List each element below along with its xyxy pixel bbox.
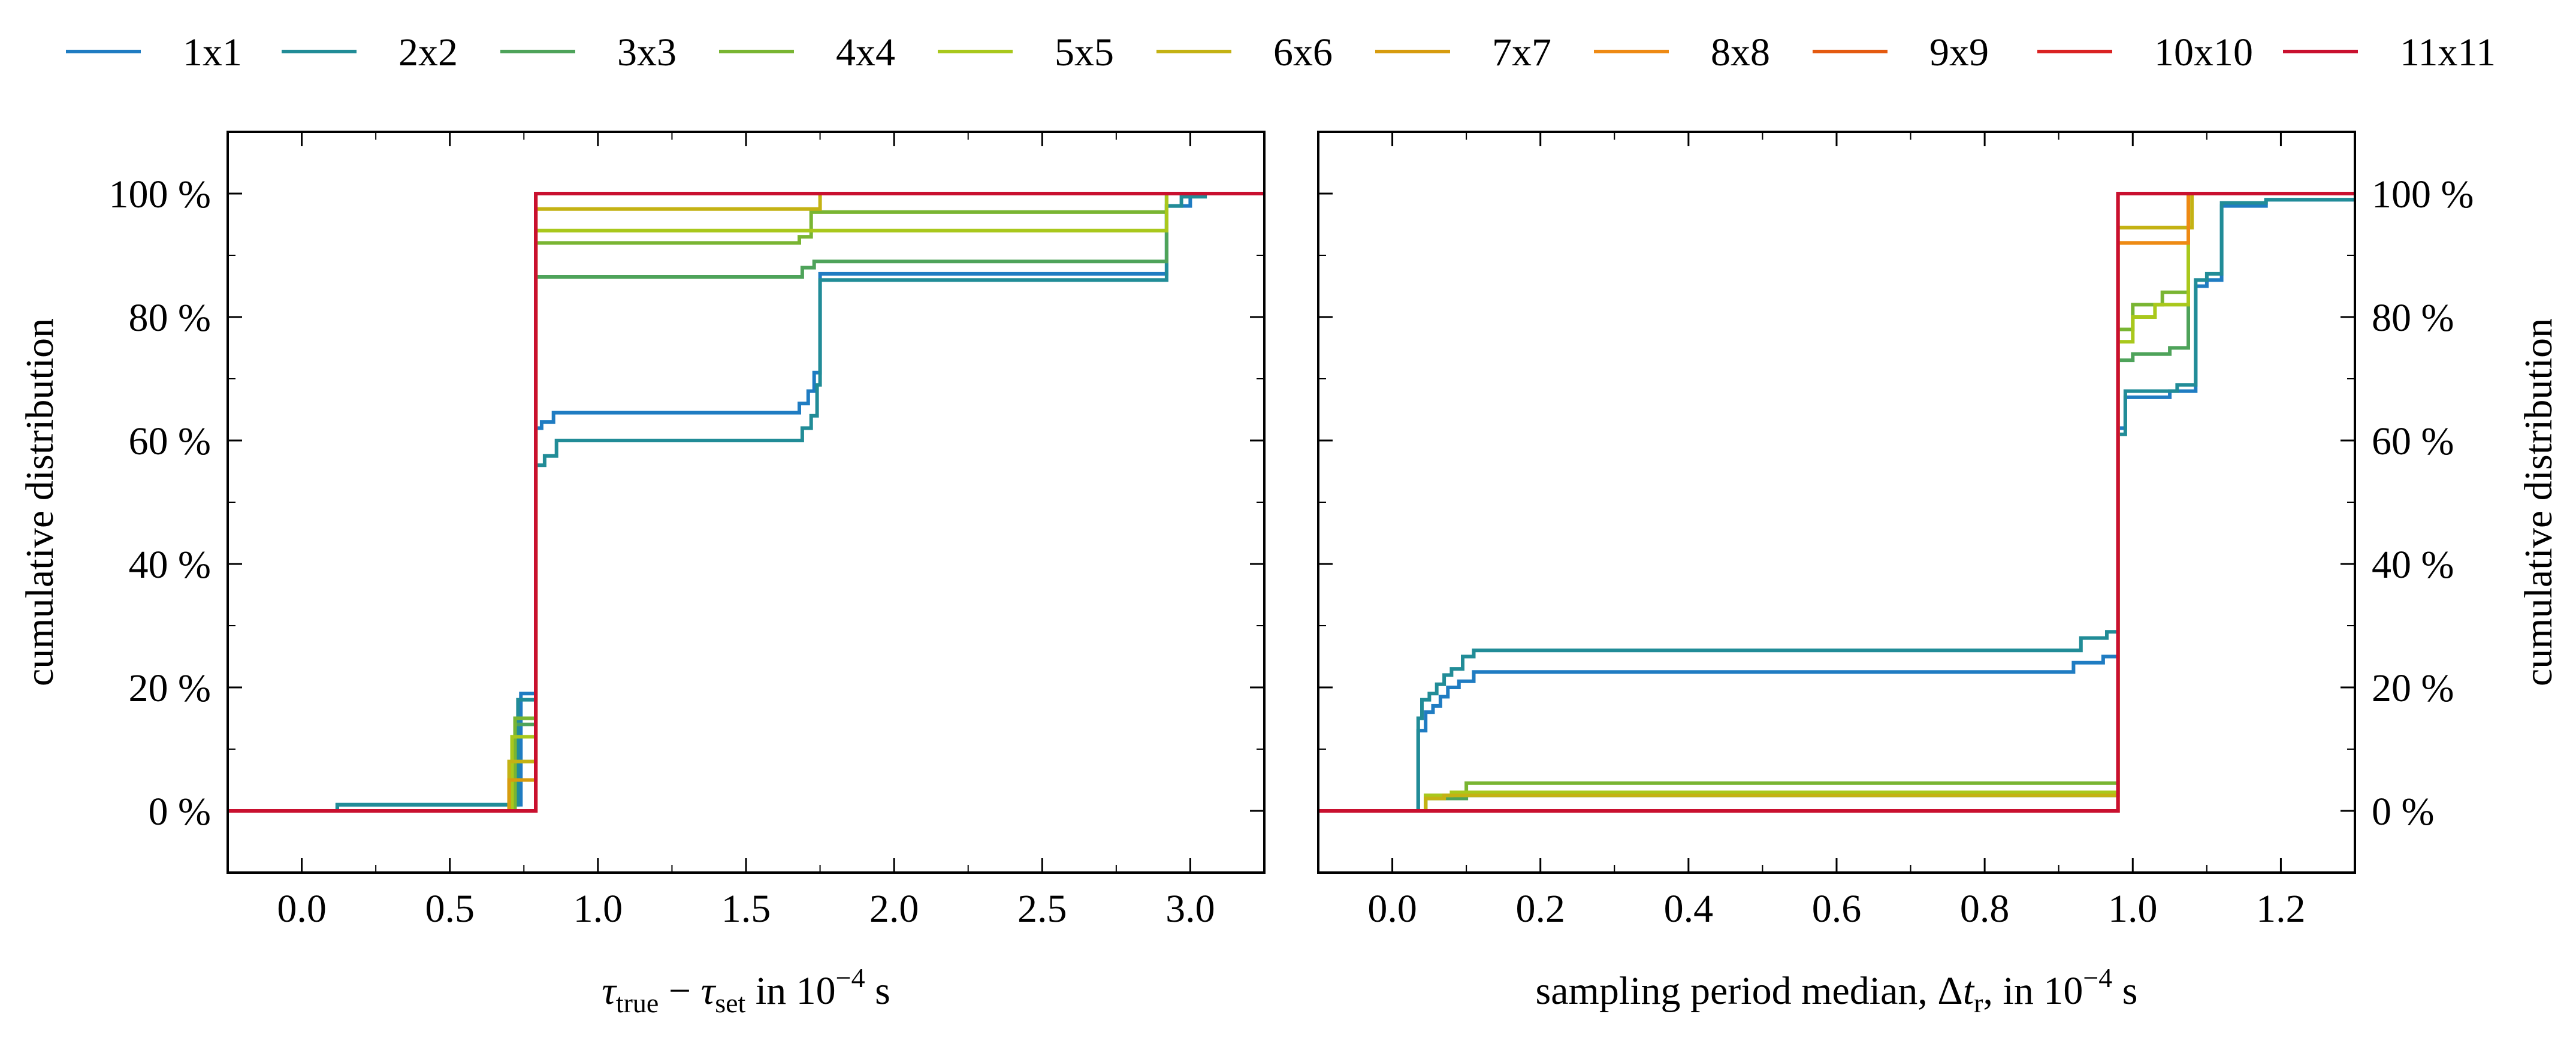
- legend-label-11x11: 11x11: [2400, 31, 2496, 74]
- legend-entry-2x2: 2x2: [282, 31, 458, 74]
- legend-label-4x4: 4x4: [836, 31, 895, 74]
- left-x-tick-label: 0.0: [277, 887, 327, 931]
- right-series-2x2: [1318, 198, 2355, 813]
- right-y-tick-label: 20 %: [2372, 666, 2454, 710]
- right-x-unit: s: [2112, 969, 2137, 1013]
- legend-entry-8x8: 8x8: [1594, 31, 1770, 74]
- left-chart: 0.0 0.5 1.0 1.5 2.0 2.5 3.0 0 % 20 % 40 % 60 % 80 %…: [18, 131, 1266, 1018]
- left-x-tick-label: 1.5: [721, 887, 771, 931]
- left-chart-series: [228, 192, 1264, 813]
- legend-entry-6x6: 6x6: [1156, 31, 1333, 74]
- left-series-11x11: [228, 192, 1264, 813]
- right-chart-frame: [1317, 131, 2356, 874]
- left-y-tick-label: 100 %: [109, 173, 211, 216]
- right-x-tick-label: 0.0: [1367, 887, 1417, 931]
- left-x-tick-label: 0.5: [425, 887, 475, 931]
- legend-label-5x5: 5x5: [1055, 31, 1114, 74]
- right-y-tick-label: 40 %: [2372, 543, 2454, 587]
- left-series-8x8: [228, 192, 1264, 813]
- legend-label-10x10: 10x10: [2154, 31, 2253, 74]
- legend-label-1x1: 1x1: [183, 31, 242, 74]
- legend-entry-10x10: 10x10: [2037, 31, 2253, 74]
- right-chart: 0.0 0.2 0.4 0.6 0.8 1.0 1.2 0 % 20 % 40 % 60 % 80 %…: [1317, 131, 2560, 1018]
- left-x-in: in 10: [745, 969, 835, 1013]
- left-series-1x1: [228, 192, 1264, 813]
- left-x-axis-label: τtrue − τset in 10−4 s: [602, 962, 890, 1018]
- right-x-tick-label: 0.4: [1664, 887, 1714, 931]
- left-series-10x10: [228, 192, 1264, 813]
- legend-label-8x8: 8x8: [1711, 31, 1770, 74]
- right-x-tick-label: 1.0: [2108, 887, 2158, 931]
- legend-entry-4x4: 4x4: [719, 31, 895, 74]
- right-series-5x5: [1318, 192, 2355, 813]
- left-chart-tick-labels: 0.0 0.5 1.0 1.5 2.0 2.5 3.0 0 % 20 % 40 % 60 % 80 %…: [109, 173, 1215, 931]
- legend: 1x1 2x2 3x3 4x4 5x5 6x6 7x7 8x8 9x9 10x10 11x11: [66, 31, 2496, 74]
- right-x-axis-label: sampling period median, Δtr, in 10−4 s: [1536, 962, 2138, 1018]
- right-chart-ticks: [1318, 132, 2355, 873]
- left-x-sub-set: set: [715, 988, 745, 1018]
- right-chart-series: [1318, 192, 2355, 813]
- left-series-2x2: [228, 192, 1264, 813]
- right-y-tick-label: 0 %: [2372, 790, 2434, 834]
- right-y-tick-label: 100 %: [2372, 173, 2474, 216]
- left-series-9x9: [228, 192, 1264, 813]
- legend-entry-7x7: 7x7: [1375, 31, 1551, 74]
- right-y-axis-label: cumulative distribution: [2517, 318, 2560, 686]
- left-x-tick-label: 2.5: [1017, 887, 1067, 931]
- right-x-sub-r: r: [1974, 988, 1983, 1018]
- legend-label-7x7: 7x7: [1492, 31, 1551, 74]
- left-x-tick-label: 2.0: [869, 887, 919, 931]
- right-series-6x6: [1318, 192, 2355, 813]
- legend-label-2x2: 2x2: [398, 31, 458, 74]
- legend-entry-11x11: 11x11: [2283, 31, 2496, 74]
- left-series-3x3: [228, 192, 1264, 813]
- right-x-prefix: sampling period median, Δ: [1536, 969, 1963, 1013]
- left-y-tick-label: 0 %: [149, 790, 211, 834]
- legend-entry-3x3: 3x3: [500, 31, 677, 74]
- right-x-t: t: [1963, 969, 1975, 1013]
- legend-label-9x9: 9x9: [1929, 31, 1989, 74]
- left-y-axis-label: cumulative distribution: [18, 318, 62, 686]
- left-x-tick-label: 3.0: [1165, 887, 1215, 931]
- left-y-tick-label: 40 %: [129, 543, 211, 587]
- left-x-tick-label: 1.0: [573, 887, 623, 931]
- legend-label-6x6: 6x6: [1273, 31, 1333, 74]
- right-series-1x1: [1318, 198, 2355, 813]
- left-x-sub-true: true: [616, 988, 659, 1018]
- left-x-unit: s: [865, 969, 890, 1013]
- left-chart-frame: [227, 131, 1266, 874]
- left-y-tick-label: 80 %: [129, 296, 211, 340]
- left-y-tick-label: 20 %: [129, 666, 211, 710]
- left-y-tick-label: 60 %: [129, 420, 211, 463]
- left-x-minus: −: [659, 969, 700, 1013]
- left-x-tau-2: τ: [701, 969, 717, 1013]
- left-series-4x4: [228, 192, 1264, 813]
- legend-entry-1x1: 1x1: [66, 31, 242, 74]
- right-x-exp: −4: [2083, 962, 2112, 993]
- right-series-11x11: [1318, 192, 2355, 813]
- right-x-tick-label: 0.2: [1515, 887, 1565, 931]
- legend-entry-5x5: 5x5: [938, 31, 1114, 74]
- right-x-tick-label: 1.2: [2256, 887, 2306, 931]
- right-y-tick-label: 60 %: [2372, 420, 2454, 463]
- right-x-tick-label: 0.6: [1812, 887, 1862, 931]
- left-x-tau-1: τ: [602, 969, 617, 1013]
- right-y-tick-label: 80 %: [2372, 296, 2454, 340]
- legend-label-3x3: 3x3: [617, 31, 677, 74]
- left-series-7x7: [228, 192, 1264, 813]
- left-x-exp: −4: [836, 962, 865, 993]
- legend-entry-9x9: 9x9: [1813, 31, 1989, 74]
- right-chart-tick-labels: 0.0 0.2 0.4 0.6 0.8 1.0 1.2 0 % 20 % 40 % 60 % 80 %…: [1367, 173, 2474, 931]
- right-x-tick-label: 0.8: [1960, 887, 2010, 931]
- left-series-5x5: [228, 192, 1264, 813]
- left-series-6x6: [228, 192, 1264, 813]
- right-x-in: , in 10: [1983, 969, 2083, 1013]
